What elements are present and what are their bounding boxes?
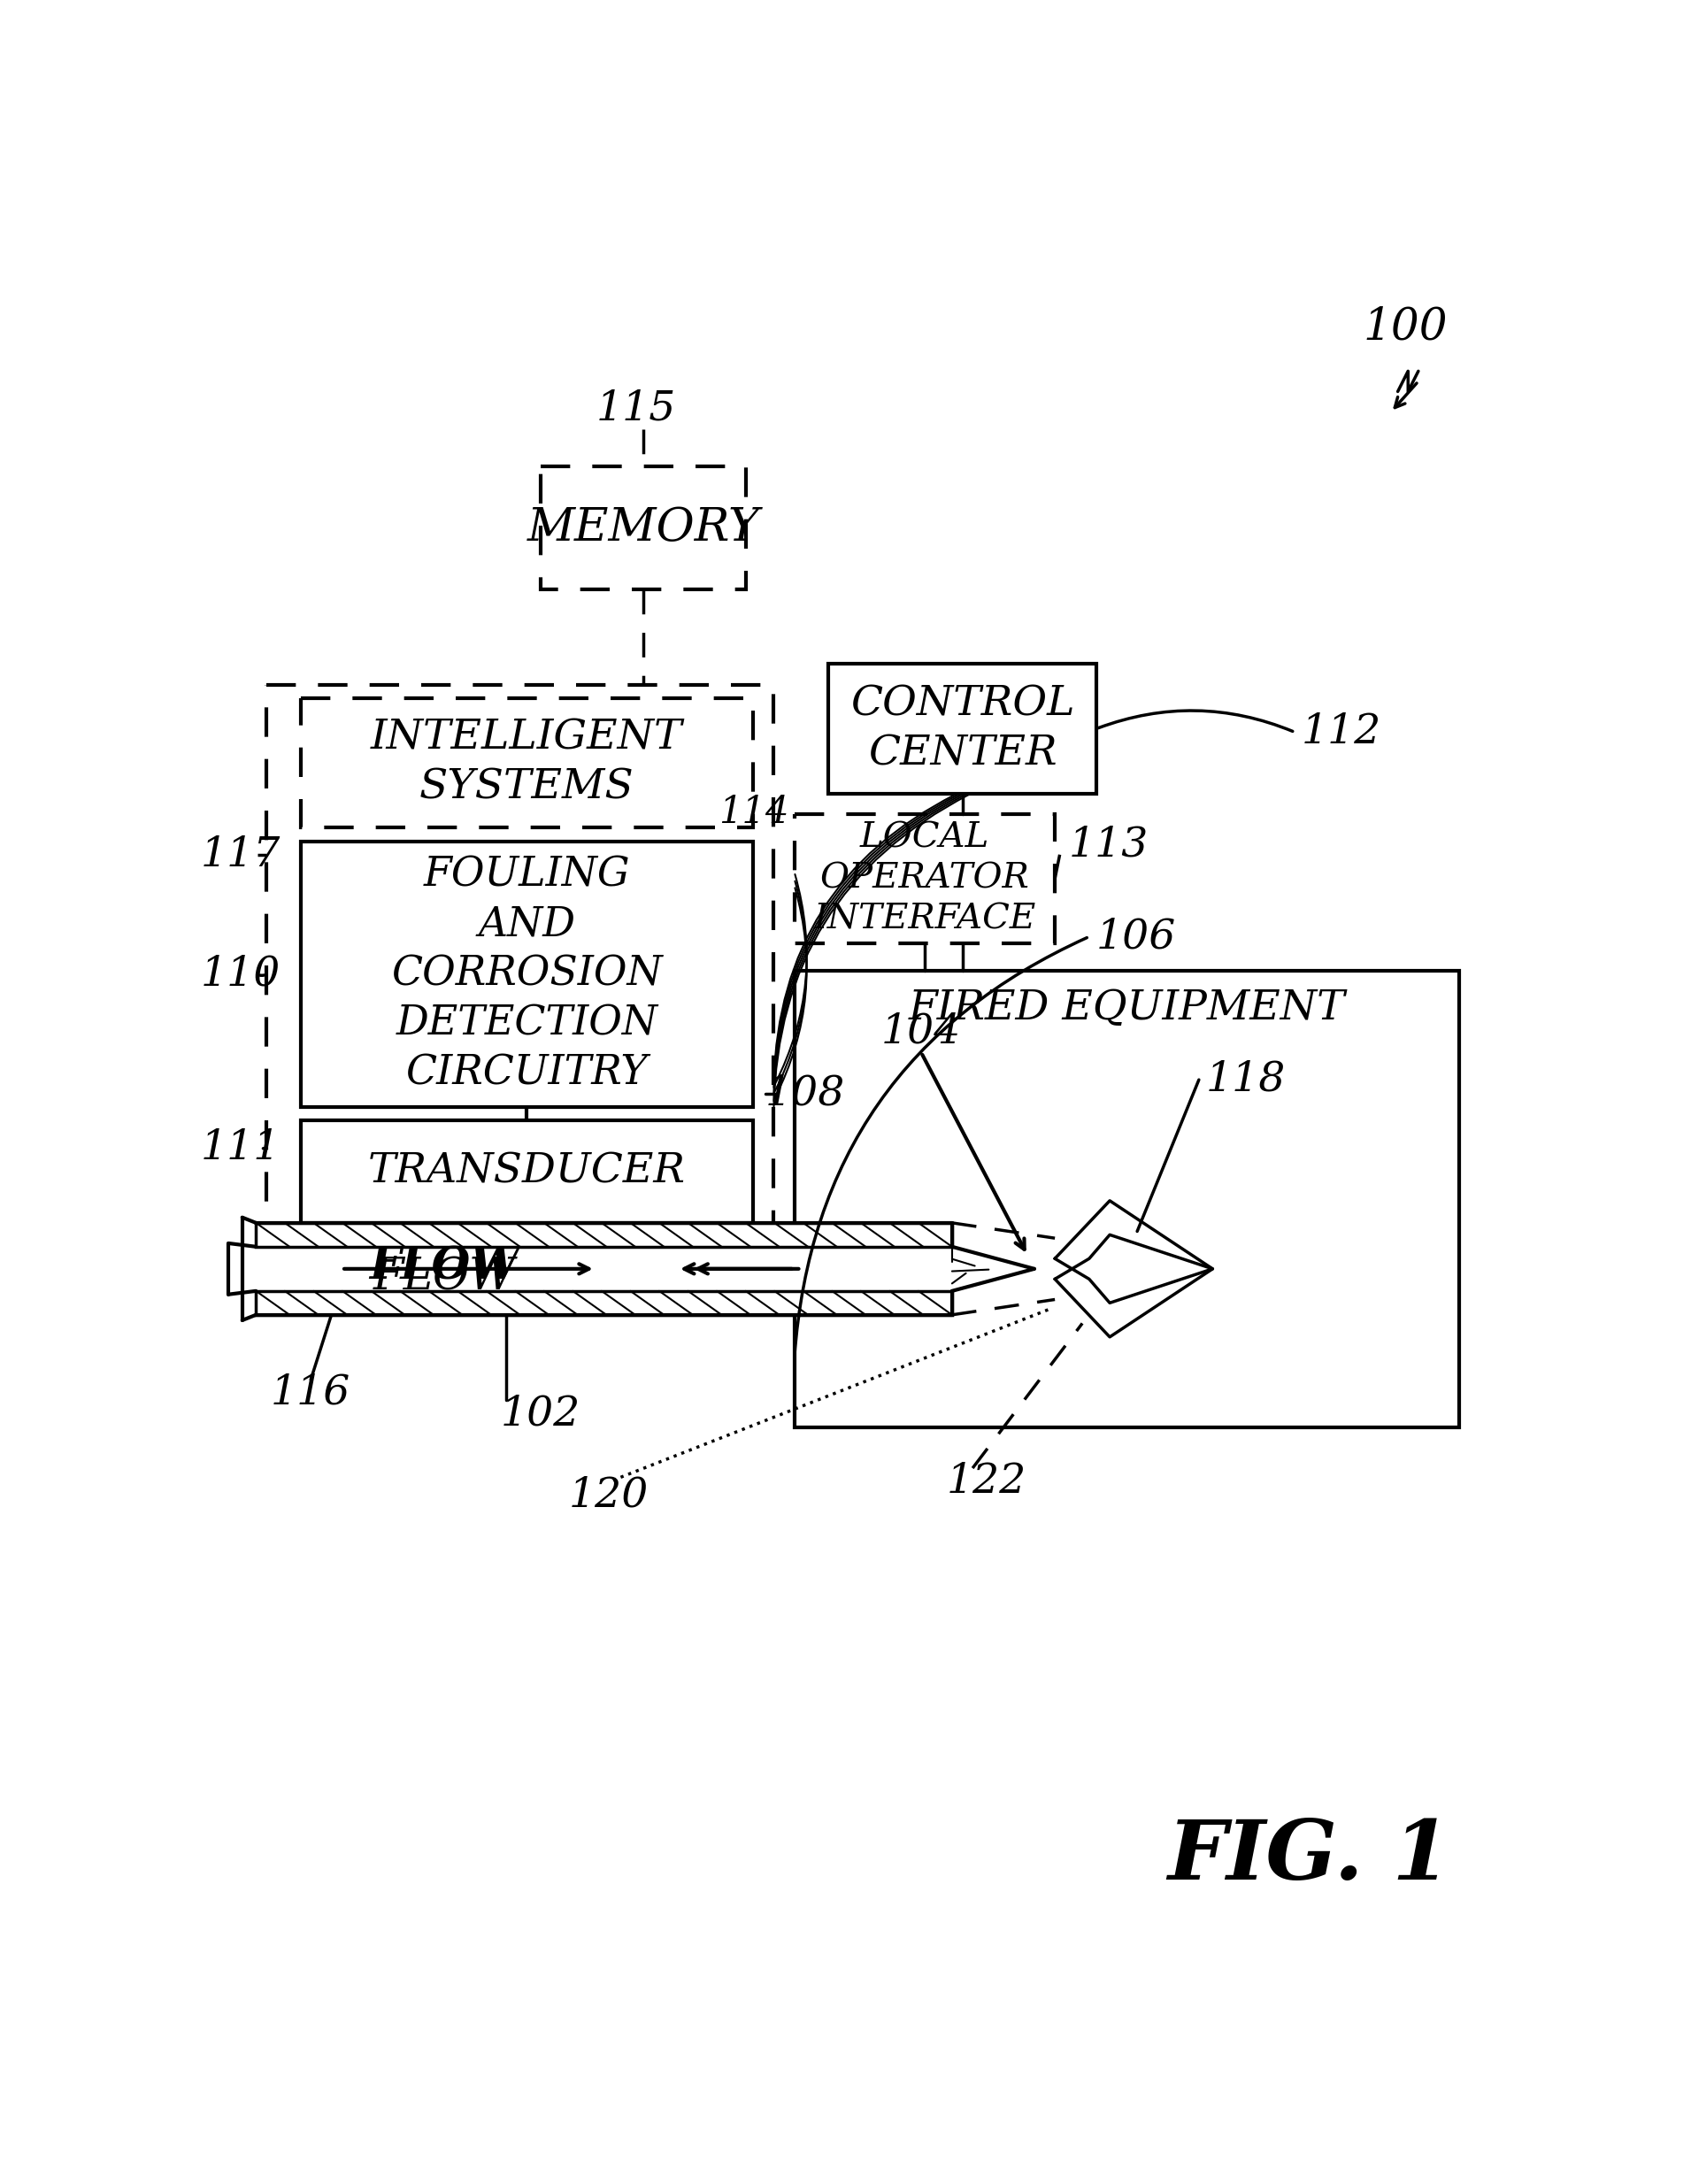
Bar	[301, 699, 752, 828]
Text: 102: 102	[501, 1393, 580, 1433]
Text: 108: 108	[766, 1072, 846, 1114]
Text: 117: 117	[200, 834, 281, 876]
Bar	[255, 1223, 952, 1247]
Text: 112: 112	[1302, 712, 1382, 751]
Text: 110: 110	[200, 954, 281, 994]
Text: LOCAL
OPERATOR
INTERFACE: LOCAL OPERATOR INTERFACE	[813, 821, 1037, 935]
Text: 106: 106	[1096, 917, 1175, 957]
Text: FIG. 1: FIG. 1	[1167, 1817, 1451, 1896]
Text: TRANSDUCER: TRANSDUCER	[369, 1151, 685, 1192]
Text: 120: 120	[570, 1476, 649, 1516]
Bar	[255, 1247, 952, 1291]
Text: 116: 116	[271, 1374, 350, 1413]
Bar	[795, 970, 1459, 1428]
Text: INTELLIGENT
SYSTEMS: INTELLIGENT SYSTEMS	[370, 719, 683, 808]
Text: 122: 122	[947, 1461, 1026, 1503]
Text: 115: 115	[597, 389, 676, 428]
Text: 118: 118	[1206, 1059, 1285, 1101]
Bar	[255, 1291, 952, 1315]
Text: 114: 114	[719, 795, 788, 832]
Bar	[541, 467, 746, 590]
Text: MEMORY: MEMORY	[528, 505, 759, 550]
Text: 100: 100	[1363, 306, 1447, 349]
Bar	[301, 841, 752, 1107]
Text: 113: 113	[1069, 826, 1148, 865]
Bar	[265, 684, 774, 1236]
Text: FLOW: FLOW	[369, 1245, 519, 1289]
Bar	[301, 1120, 752, 1223]
Text: CONTROL
CENTER: CONTROL CENTER	[851, 684, 1074, 773]
Text: 111: 111	[200, 1127, 281, 1168]
Text: FLOW: FLOW	[374, 1256, 516, 1299]
Text: FIRED EQUIPMENT: FIRED EQUIPMENT	[908, 987, 1346, 1029]
Text: FOULING
AND
CORROSION
DETECTION
CIRCUITRY: FOULING AND CORROSION DETECTION CIRCUITR…	[391, 856, 663, 1092]
Bar	[829, 664, 1096, 793]
Bar	[795, 815, 1055, 943]
Text: 104: 104	[881, 1011, 960, 1053]
